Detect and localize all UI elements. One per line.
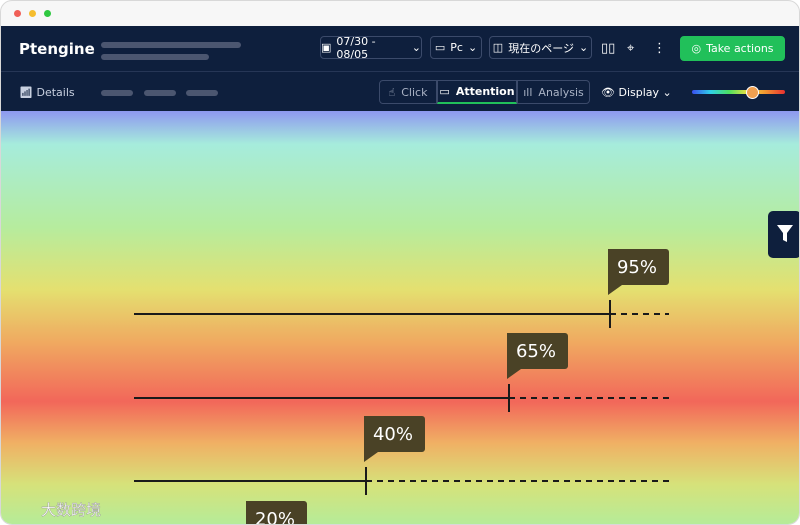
tab-label: Click: [401, 85, 428, 99]
maximize-dot[interactable]: [44, 10, 51, 17]
details: Details: [36, 85, 75, 99]
marker-badge: [364, 416, 425, 462]
placeholder: [101, 42, 241, 48]
target-icon: ◎: [691, 42, 702, 55]
details-link[interactable]: 📶︎ Details: [19, 85, 75, 99]
take-actions-button[interactable]: ◎ Take actions: [680, 36, 785, 61]
intensity-slider[interactable]: [692, 90, 785, 94]
display-menu[interactable]: 👁︎ Display ⌄: [601, 85, 672, 99]
date-picker[interactable]: ▣ 07/30 - 08/05 ⌄: [320, 34, 422, 61]
button-label: Take actions: [706, 42, 774, 55]
marker-badge: [246, 501, 307, 524]
tab-label: Analysis: [538, 85, 584, 99]
placeholder: [144, 90, 176, 96]
attention-icon: ▭: [439, 85, 450, 98]
analysis-tab[interactable]: ıll Analysis: [517, 80, 590, 104]
chevron: ⌄: [578, 41, 589, 54]
header: Ptengine ▣ 07/30 - 08/05 ⌄ ▭ Pc ⌄ ◫ 現在のページ ⌄ ▯…: [1, 26, 799, 71]
slider-thumb[interactable]: [746, 86, 759, 99]
marker-badge: [608, 249, 669, 295]
page-selector: 現在のページ: [508, 41, 574, 55]
chevron: ⌄: [467, 41, 478, 54]
device: Pc: [450, 41, 463, 54]
logo[interactable]: Ptengine: [19, 39, 95, 58]
device-select[interactable]: ▭ Pc ⌄: [430, 36, 482, 59]
hand-icon: ☝: [388, 85, 396, 99]
placeholder: [101, 90, 133, 96]
marker-label: 95%: [617, 257, 657, 278]
monitor-icon: ▭: [434, 41, 446, 54]
page-select[interactable]: ◫ 現在のページ ⌄: [489, 36, 592, 59]
filter-icon: [777, 225, 793, 242]
heatmap: 95% 65% 40% 20% 大数跨境: [1, 111, 799, 525]
placeholder: [101, 54, 209, 60]
close-dot[interactable]: [14, 10, 21, 17]
placeholder: [186, 90, 218, 96]
watermark: 大数跨境: [41, 501, 101, 519]
attention-tab[interactable]: ▭ Attention: [437, 80, 517, 104]
heatmap-gradient: [1, 111, 799, 524]
toolbar: 📶︎ Details ☝ Click ▭ Attention ıll Analysis…: [1, 71, 799, 112]
minimize-dot[interactable]: [29, 10, 36, 17]
calendar-icon: ▣: [321, 41, 332, 54]
marker-label: 65%: [516, 341, 556, 362]
marker-label: 20%: [255, 509, 295, 525]
display: Display: [618, 85, 660, 99]
date-range: 07/30 - 08/05: [336, 34, 376, 61]
more-icon[interactable]: ⋮: [653, 41, 666, 56]
marker-label: 40%: [373, 424, 413, 445]
window-controls: [1, 1, 799, 26]
tab-label: Attention: [455, 85, 515, 98]
cursor-icon[interactable]: ⌖: [627, 41, 635, 56]
marker-badge: [507, 333, 568, 379]
page-icon: ◫: [492, 41, 504, 54]
compare-icon[interactable]: ▯▯: [601, 41, 616, 56]
analysis-icon: ıll: [523, 85, 533, 99]
chevron: ⌄: [411, 41, 421, 54]
click-tab[interactable]: ☝ Click: [379, 80, 437, 104]
